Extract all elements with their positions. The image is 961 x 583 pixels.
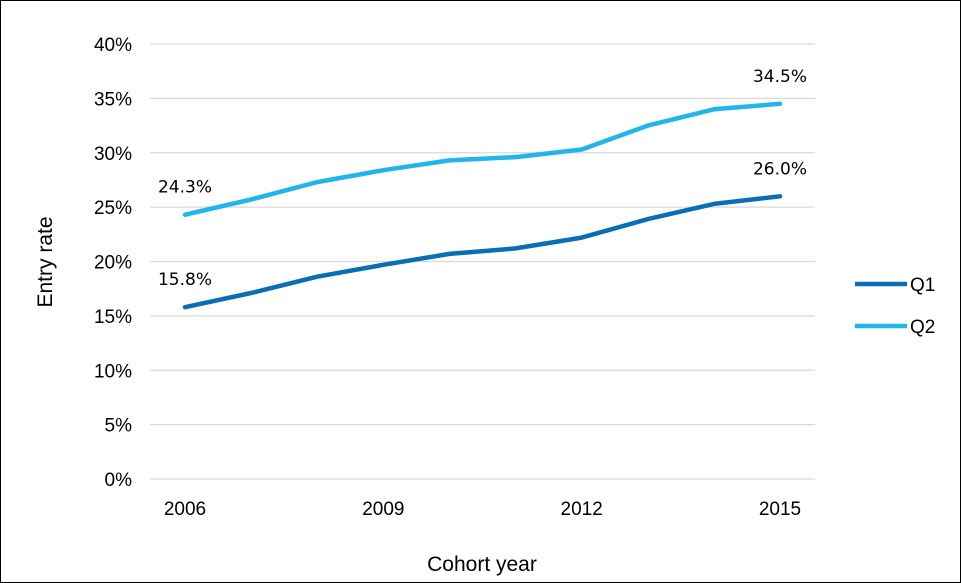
y-tick-label: 15%: [94, 307, 132, 328]
y-tick-label: 5%: [105, 416, 133, 437]
series-lines: [182, 101, 783, 310]
x-axis-ticks: 2006 2009 2012 2015: [164, 499, 801, 520]
data-label: 26.0%: [753, 159, 807, 179]
y-tick-label: 0%: [105, 470, 133, 491]
y-tick-label: 40%: [94, 35, 132, 56]
legend-label-q2: Q2: [910, 317, 935, 338]
y-tick-label: 25%: [94, 198, 132, 219]
data-labels: 15.8% 26.0% 24.3% 34.5%: [158, 67, 807, 290]
legend: Q1 Q2: [855, 275, 935, 338]
x-tick-label: 2015: [759, 499, 801, 520]
series-line-q1: [182, 194, 783, 310]
y-tick-label: 30%: [94, 144, 132, 165]
x-tick-label: 2012: [561, 499, 603, 520]
y-axis-ticks: 0% 5% 10% 15% 20% 25% 30% 35% 40%: [94, 35, 132, 491]
x-tick-label: 2009: [362, 499, 404, 520]
y-axis-title: Entry rate: [34, 216, 57, 307]
y-tick-label: 35%: [94, 89, 132, 110]
y-tick-label: 10%: [94, 361, 132, 382]
data-label: 34.5%: [753, 67, 807, 87]
data-label: 24.3%: [158, 178, 212, 198]
legend-label-q1: Q1: [910, 275, 935, 296]
x-axis-title: Cohort year: [427, 553, 537, 576]
data-label: 15.8%: [158, 270, 212, 290]
y-tick-label: 20%: [94, 253, 132, 274]
series-line-q2: [182, 101, 783, 217]
x-tick-label: 2006: [164, 499, 206, 520]
